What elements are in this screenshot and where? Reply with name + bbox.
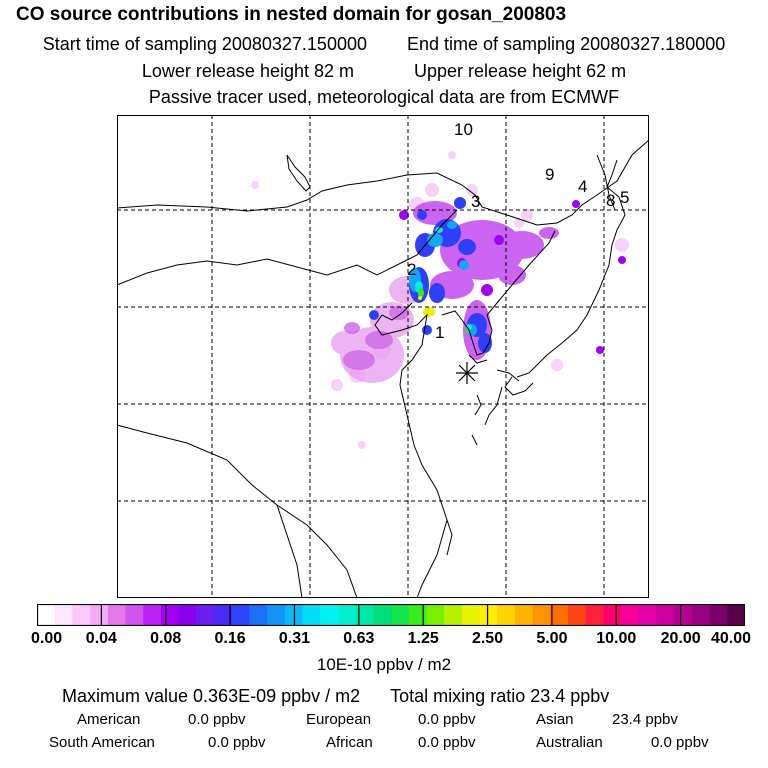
colorbar-tick-label: 0.04 xyxy=(85,630,117,647)
colorbar-tick-label: 1.25 xyxy=(407,630,439,647)
colorbar-tick-label: 0.08 xyxy=(150,630,182,647)
colorbar-unit: 10E-10 ppbv / m2 xyxy=(316,655,452,674)
upper-release-text: Upper release height 62 m xyxy=(414,61,627,81)
region-label-2: 2 xyxy=(407,260,416,279)
region-name-australian: Australian xyxy=(536,734,603,751)
sampling-times-line: Start time of sampling 20080327.150000 En… xyxy=(0,34,768,55)
tracer-note: Passive tracer used, meteorological data… xyxy=(148,87,620,107)
region-name-european: European xyxy=(306,711,372,728)
lower-release-text: Lower release height 82 m xyxy=(141,61,354,81)
start-time-text: Start time of sampling 20080327.150000 xyxy=(42,34,367,54)
colorbar-cell xyxy=(160,604,180,626)
region-label-10: 10 xyxy=(454,120,473,139)
colorbar-cell xyxy=(603,604,622,626)
colorbar-cell xyxy=(302,604,321,626)
colorbar-cell xyxy=(337,604,357,626)
colorbar-cell xyxy=(90,604,109,626)
region-name-asian: Asian xyxy=(536,711,574,728)
colorbar-cell xyxy=(196,604,215,626)
colorbar-tick-label: 40.00 xyxy=(710,630,752,647)
receptor-asterisk-marker xyxy=(456,362,478,384)
page-title: CO source contributions in nested domain… xyxy=(16,4,567,25)
region-label-3: 3 xyxy=(471,192,480,211)
colorbar-cell xyxy=(656,604,675,626)
colorbar-cell xyxy=(585,604,604,626)
colorbar-cell xyxy=(426,604,445,626)
colorbar-cell xyxy=(72,604,91,626)
colorbar-cell xyxy=(408,604,427,626)
total-mixing-ratio-text: Total mixing ratio 23.4 ppbv xyxy=(390,686,610,706)
region-value-south-american: 0.0 ppbv xyxy=(208,734,266,751)
maximum-value-text: Maximum value 0.363E-09 ppbv / m2 xyxy=(62,686,361,706)
colorbar-cell xyxy=(691,604,711,626)
colorbar xyxy=(37,604,745,626)
colorbar-cell xyxy=(568,604,587,626)
region-value-american: 0.0 ppbv xyxy=(188,711,246,728)
region-value-australian: 0.0 ppbv xyxy=(651,734,709,751)
region-label-1: 1 xyxy=(435,323,444,342)
colorbar-cell xyxy=(214,604,233,626)
colorbar-cell xyxy=(514,604,534,626)
colorbar-cell xyxy=(37,604,56,626)
colorbar-cell xyxy=(497,604,516,626)
colorbar-cell xyxy=(178,604,197,626)
colorbar-cell xyxy=(249,604,268,626)
region-label-4: 4 xyxy=(578,177,587,196)
colorbar-cell xyxy=(391,604,410,626)
colorbar-cell xyxy=(143,604,162,626)
colorbar-cell xyxy=(674,604,693,626)
end-time-text: End time of sampling 20080327.180000 xyxy=(407,34,726,54)
region-label-9: 9 xyxy=(545,165,554,184)
colorbar-tick-label: 0.31 xyxy=(278,630,311,647)
colorbar-cell xyxy=(231,604,250,626)
colorbar-cell xyxy=(125,604,144,626)
colorbar-cell xyxy=(355,604,374,626)
colorbar-tick-label: 0.63 xyxy=(343,630,375,647)
region-label-5: 5 xyxy=(620,188,629,207)
colorbar-tick-label: 2.50 xyxy=(471,630,504,647)
colorbar-cell xyxy=(107,604,126,626)
colorbar-tick-label: 0.00 xyxy=(31,630,63,647)
colorbar-cell xyxy=(479,604,498,626)
colorbar-cell xyxy=(621,604,640,626)
colorbar-tick-label: 20.00 xyxy=(660,630,701,647)
contribution-field xyxy=(251,151,629,449)
colorbar-cell xyxy=(461,604,480,626)
region-label-8: 8 xyxy=(606,191,615,210)
colorbar-tick-label: 10.00 xyxy=(596,630,637,647)
summary-line: Maximum value 0.363E-09 ppbv / m2 Total m… xyxy=(62,686,609,707)
colorbar-cell xyxy=(727,604,745,626)
region-value-european: 0.0 ppbv xyxy=(418,711,476,728)
colorbar-cell xyxy=(532,604,551,626)
source-contribution-map: 10 9 4 8 5 3 2 1 xyxy=(117,115,649,598)
colorbar-cell xyxy=(320,604,339,626)
region-name-american: American xyxy=(77,711,141,728)
region-name-african: African xyxy=(326,734,373,751)
colorbar-tick-label: 0.16 xyxy=(214,630,246,647)
colorbar-cell xyxy=(709,604,728,626)
colorbar-cell xyxy=(54,604,73,626)
colorbar-cell xyxy=(444,604,463,626)
region-name-south-american: South American xyxy=(49,734,155,751)
colorbar-cell xyxy=(550,604,569,626)
release-heights-line: Lower release height 82 m Upper release h… xyxy=(0,61,768,82)
graticule xyxy=(117,115,649,598)
colorbar-cell xyxy=(267,604,286,626)
colorbar-cell xyxy=(373,604,392,626)
region-value-asian: 23.4 ppbv xyxy=(612,711,678,728)
region-value-african: 0.0 ppbv xyxy=(418,734,476,751)
colorbar-cell xyxy=(638,604,657,626)
colorbar-tick-label: 5.00 xyxy=(536,630,568,647)
